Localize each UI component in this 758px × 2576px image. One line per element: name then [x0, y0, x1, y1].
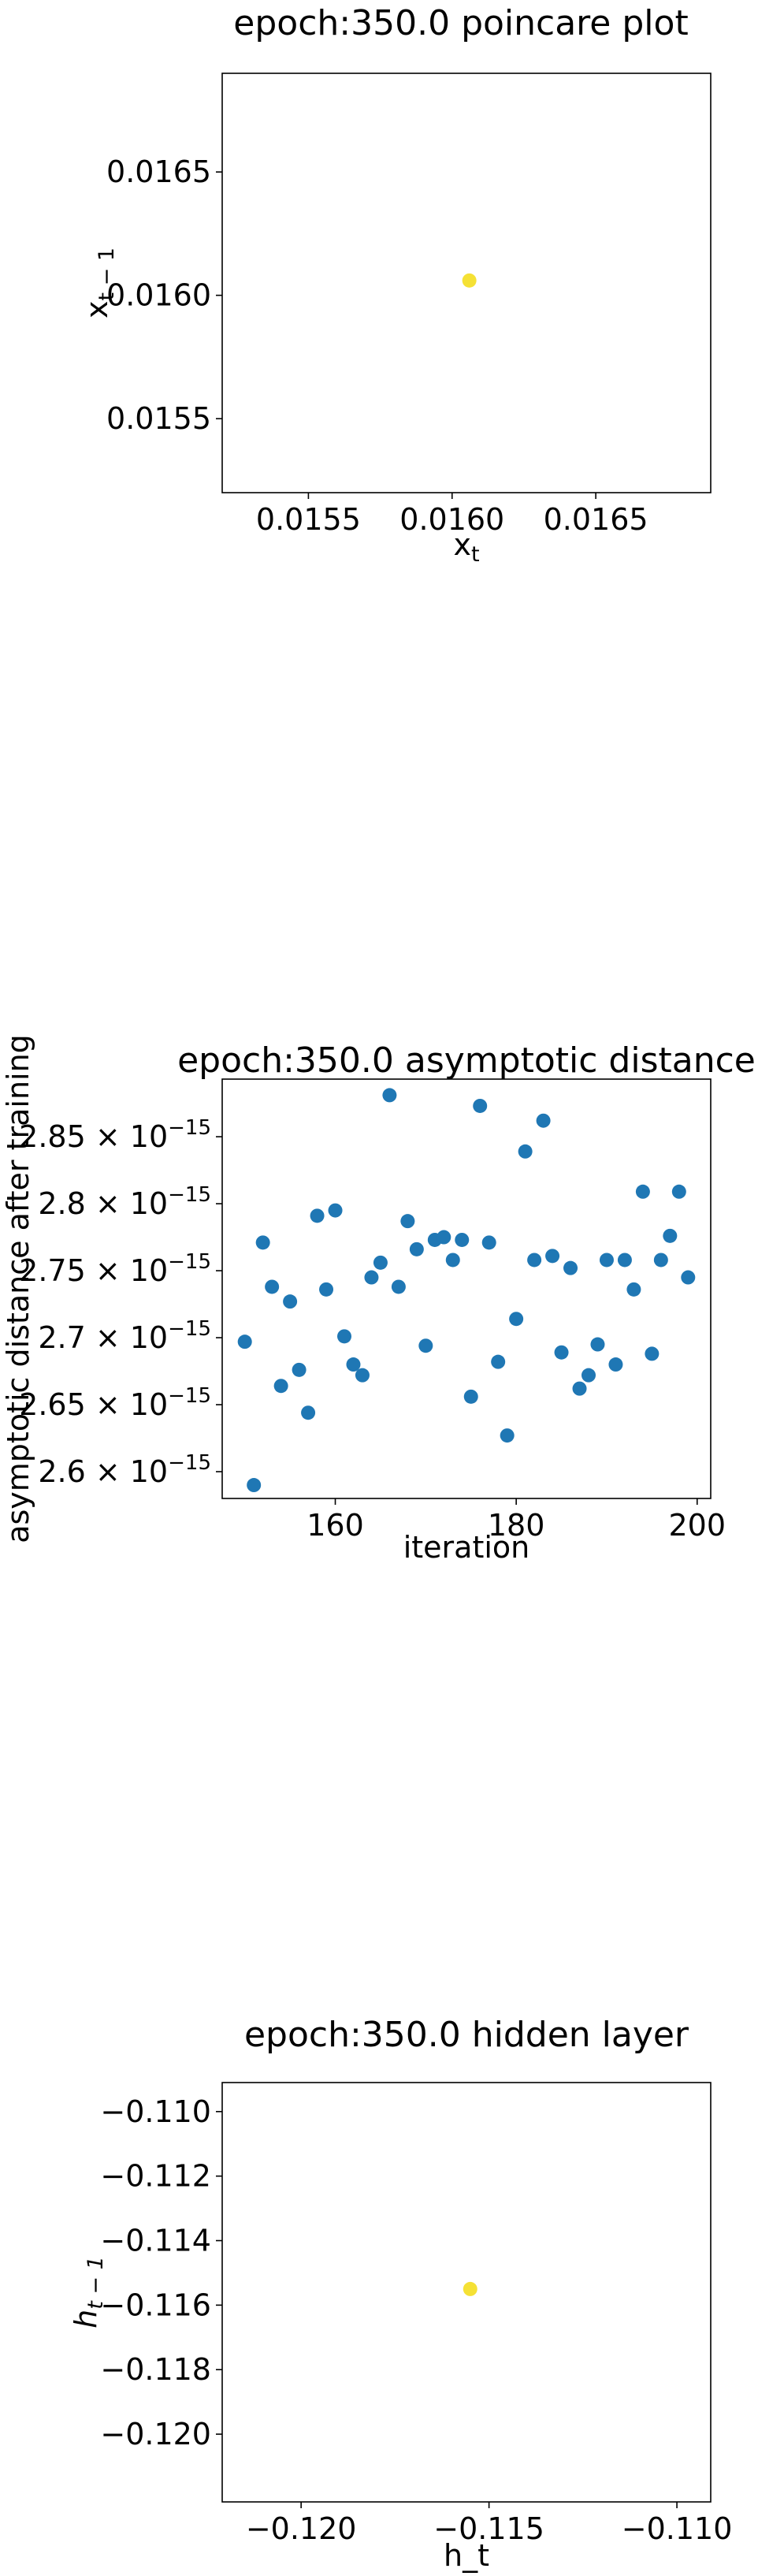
asymptotic-distance-point	[572, 1381, 587, 1396]
asymptotic-distance-point	[617, 1253, 632, 1268]
hidden-layer-ticks: −0.120 −0.115 −0.110 −0.120 −0.118 −0.116 −0.1…	[100, 2094, 732, 2546]
hidden-layer-xtick-label: −0.110	[622, 2511, 733, 2546]
poincare-plot-point	[462, 273, 477, 288]
asymptotic-distance-point	[663, 1228, 678, 1243]
asymptotic-distance-xlabel: iteration	[403, 1530, 530, 1565]
hidden-layer-ytick-label: −0.118	[100, 2352, 211, 2387]
asymptotic-distance-point	[400, 1214, 415, 1229]
asymptotic-distance-frame	[221, 1078, 712, 1499]
asymptotic-distance-point	[545, 1249, 560, 1264]
asymptotic-distance-point	[247, 1478, 262, 1493]
poincare-plot-title: epoch:350.0 poincare plot	[233, 3, 688, 43]
asymptotic-distance-point	[310, 1208, 325, 1223]
asymptotic-distance-ytick-label: 2.6 × 10−15	[38, 1451, 211, 1489]
asymptotic-distance-point	[582, 1368, 596, 1383]
asymptotic-distance-point	[319, 1282, 334, 1297]
asymptotic-distance-points	[237, 1088, 696, 1493]
asymptotic-distance-panel: epoch:350.0 asymptotic distance 160 180 20…	[1, 1034, 756, 1565]
poincare-plot-points	[462, 273, 477, 288]
hidden-layer-ytick-label: −0.110	[100, 2094, 211, 2129]
poincare-plot-ytick-label: 0.0160	[106, 278, 211, 313]
asymptotic-distance-ytick-label: 2.85 × 10−15	[19, 1116, 211, 1154]
asymptotic-distance-point	[473, 1098, 488, 1113]
asymptotic-distance-title: epoch:350.0 asymptotic distance	[177, 1040, 756, 1081]
asymptotic-distance-point	[463, 1389, 478, 1404]
asymptotic-distance-ytick-label: 2.7 × 10−15	[38, 1317, 211, 1355]
hidden-layer-ytick-label: −0.114	[100, 2224, 211, 2258]
asymptotic-distance-point	[671, 1184, 686, 1199]
asymptotic-distance-point	[237, 1335, 252, 1349]
hidden-layer-ytick-label: −0.116	[100, 2288, 211, 2322]
asymptotic-distance-ticks: 160 180 200 2.6 × 10−15 2.65 × 10−15 2.7 × 10…	[19, 1116, 726, 1543]
asymptotic-distance-point	[283, 1294, 298, 1309]
asymptotic-distance-point	[608, 1357, 623, 1372]
hidden-layer-frame	[221, 2082, 712, 2503]
asymptotic-distance-point	[346, 1357, 361, 1372]
asymptotic-distance-point	[491, 1354, 506, 1369]
hidden-layer-ytick-label: −0.120	[100, 2417, 211, 2451]
hidden-layer-point	[463, 2281, 477, 2296]
asymptotic-distance-point	[645, 1346, 660, 1361]
asymptotic-distance-xtick-label: 200	[669, 1508, 726, 1543]
hidden-layer-xlabel: h_t	[444, 2538, 489, 2573]
asymptotic-distance-xtick-label: 160	[307, 1508, 364, 1543]
asymptotic-distance-point	[328, 1203, 343, 1218]
asymptotic-distance-point	[681, 1270, 696, 1285]
asymptotic-distance-point	[590, 1337, 605, 1352]
asymptotic-distance-point	[373, 1255, 388, 1270]
poincare-plot-ytick-label: 0.0155	[106, 401, 211, 436]
asymptotic-distance-point	[509, 1312, 524, 1327]
hidden-layer-xtick-label: −0.115	[433, 2511, 544, 2546]
asymptotic-distance-point	[626, 1282, 641, 1297]
asymptotic-distance-point	[518, 1144, 533, 1159]
asymptotic-distance-point	[337, 1329, 351, 1344]
asymptotic-distance-point	[536, 1113, 551, 1128]
poincare-plot-xtick-label: 0.0165	[544, 502, 648, 537]
asymptotic-distance-point	[418, 1338, 433, 1353]
asymptotic-distance-point	[301, 1405, 316, 1420]
asymptotic-distance-point	[599, 1253, 614, 1268]
asymptotic-distance-point	[635, 1184, 650, 1199]
asymptotic-distance-point	[255, 1235, 270, 1250]
asymptotic-distance-point	[265, 1279, 280, 1294]
asymptotic-distance-point	[273, 1379, 288, 1394]
asymptotic-distance-point	[554, 1345, 569, 1360]
hidden-layer-panel: epoch:350.0 hidden layer −0.120 −0.115 −0.…	[69, 2015, 732, 2573]
poincare-plot-ylabel: xt − 1	[80, 248, 119, 318]
poincare-plot-ytick-label: 0.0165	[106, 154, 211, 189]
asymptotic-distance-point	[653, 1253, 668, 1268]
asymptotic-distance-point	[409, 1241, 424, 1256]
asymptotic-distance-point	[500, 1428, 515, 1443]
hidden-layer-title: epoch:350.0 hidden layer	[244, 2015, 689, 2055]
asymptotic-distance-point	[364, 1270, 379, 1285]
poincare-plot-xtick-label: 0.0155	[256, 502, 361, 537]
asymptotic-distance-point	[481, 1235, 496, 1250]
asymptotic-distance-ytick-label: 2.75 × 10−15	[19, 1250, 211, 1288]
poincare-plot-xtick-label: 0.0160	[399, 502, 504, 537]
asymptotic-distance-point	[355, 1368, 370, 1383]
asymptotic-distance-ylabel: asymptotic distance after training	[1, 1034, 35, 1543]
asymptotic-distance-point	[455, 1232, 470, 1247]
asymptotic-distance-point	[437, 1230, 451, 1245]
hidden-layer-ylabel: ht − 1	[69, 2256, 108, 2328]
poincare-plot-ticks: 0.0155 0.0160 0.0165 0.0155 0.0160 0.0165	[106, 154, 648, 537]
hidden-layer-xtick-label: −0.120	[246, 2511, 357, 2546]
poincare-plot-frame	[221, 73, 712, 493]
asymptotic-distance-ytick-label: 2.8 × 10−15	[38, 1183, 211, 1221]
asymptotic-distance-xtick-label: 180	[488, 1508, 545, 1543]
asymptotic-distance-point	[391, 1279, 406, 1294]
hidden-layer-ytick-label: −0.112	[100, 2159, 211, 2194]
asymptotic-distance-point	[527, 1253, 542, 1268]
asymptotic-distance-point	[292, 1362, 307, 1377]
poincare-plot-panel: epoch:350.0 poincare plot 0.0155 0.0160 0.…	[80, 3, 712, 567]
asymptotic-distance-point	[563, 1260, 578, 1275]
asymptotic-distance-point	[445, 1253, 460, 1268]
hidden-layer-points	[463, 2281, 477, 2296]
asymptotic-distance-point	[382, 1088, 397, 1103]
asymptotic-distance-ytick-label: 2.65 × 10−15	[19, 1384, 211, 1422]
